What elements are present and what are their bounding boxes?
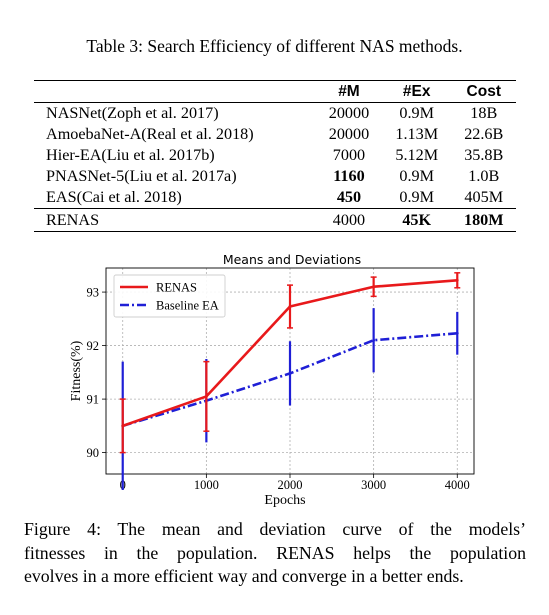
cell-m: 20000 (328, 104, 370, 122)
table-header-row: #M #Ex Cost (34, 80, 516, 103)
cell-ex: 1.13M (395, 125, 439, 143)
cell-ex: 45K (381, 208, 452, 232)
cell-ex: 0.9M (399, 188, 435, 206)
data-point (121, 424, 125, 428)
figure-4: 0100020003000400090919293 Means and Devi… (65, 250, 485, 512)
series-renas (119, 272, 461, 454)
data-point (288, 305, 292, 308)
cell-ex: 0.9M (399, 167, 435, 185)
x-axis-label: Epochs (264, 493, 305, 508)
cell-method: PNASNet-5(Liu et al. 2017a) (46, 167, 237, 185)
header-ex: #Ex (381, 80, 452, 103)
cell-method: AmoebaNet-A(Real et al. 2018) (46, 125, 254, 143)
y-tick-label: 90 (87, 446, 100, 460)
table-row: EAS(Cai et al. 2018) 450 0.9M 405M (34, 187, 516, 209)
cell-cost: 1.0B (468, 167, 500, 185)
y-tick-label: 92 (87, 339, 100, 353)
table-row: Hier-EA(Liu et al. 2017b) 7000 5.12M 35.8B (34, 145, 516, 166)
figure-caption-line: evolves in a more efficient way and conv… (24, 566, 464, 586)
figure-caption-line: Figure 4: The mean and deviation curve o… (24, 519, 526, 539)
cell-method: Hier-EA(Liu et al. 2017b) (46, 146, 215, 164)
cell-cost: 35.8B (464, 146, 504, 164)
table-caption: Table 3: Search Efficiency of different … (86, 36, 463, 56)
data-point (455, 331, 459, 335)
cell-m: 450 (336, 188, 362, 206)
header-method (34, 80, 316, 103)
cell-m: 1160 (333, 167, 365, 185)
legend-label: Baseline EA (156, 299, 219, 313)
x-tick-label: 1000 (194, 478, 219, 492)
table-row: NASNet(Zoph et al. 2017) 20000 0.9M 18B (34, 103, 516, 125)
legend-box (113, 274, 226, 318)
cell-m: 4000 (316, 208, 382, 232)
data-point (372, 338, 376, 342)
cell-m: 7000 (332, 146, 366, 164)
header-cost: Cost (451, 80, 516, 103)
x-tick-label: 2000 (278, 478, 303, 492)
data-point (372, 285, 376, 289)
table-row: RENAS 4000 45K 180M (34, 208, 516, 232)
chart-title: Means and Deviations (223, 252, 361, 267)
cell-cost: 180M (451, 208, 516, 232)
y-tick-label: 93 (87, 286, 100, 300)
y-axis-label: Fitness(%) (69, 340, 84, 401)
data-point (204, 395, 208, 398)
table-row: PNASNet-5(Liu et al. 2017a) 1160 0.9M 1.0B (34, 166, 516, 187)
cell-method: EAS(Cai et al. 2018) (46, 188, 182, 206)
search-efficiency-table: #M #Ex Cost NASNet(Zoph et al. 2017) 2000… (34, 80, 516, 232)
cell-cost: 18B (470, 104, 498, 122)
figure-caption-line: fitnesses in the population. RENAS helps… (24, 542, 526, 563)
cell-ex: 0.9M (399, 104, 435, 122)
cell-m: 20000 (328, 125, 370, 143)
data-point (455, 278, 459, 282)
x-tick-label: 3000 (361, 478, 386, 492)
legend-label: RENAS (156, 281, 197, 295)
table-row: AmoebaNet-A(Real et al. 2018) 20000 1.13M 2… (34, 124, 516, 145)
means-deviations-chart: 0100020003000400090919293 Means and Devi… (69, 252, 475, 508)
cell-cost: 22.6B (464, 125, 504, 143)
cell-cost: 405M (464, 188, 504, 206)
x-tick-label: 4000 (445, 478, 470, 492)
cell-method: NASNet(Zoph et al. 2017) (46, 104, 219, 122)
y-tick-label: 91 (87, 393, 100, 407)
cell-method: RENAS (34, 208, 316, 232)
cell-ex: 5.12M (395, 146, 439, 164)
data-point (288, 372, 292, 375)
header-m: #M (316, 80, 382, 103)
figure-caption: Figure 4: The mean and deviation curve o… (24, 518, 526, 589)
